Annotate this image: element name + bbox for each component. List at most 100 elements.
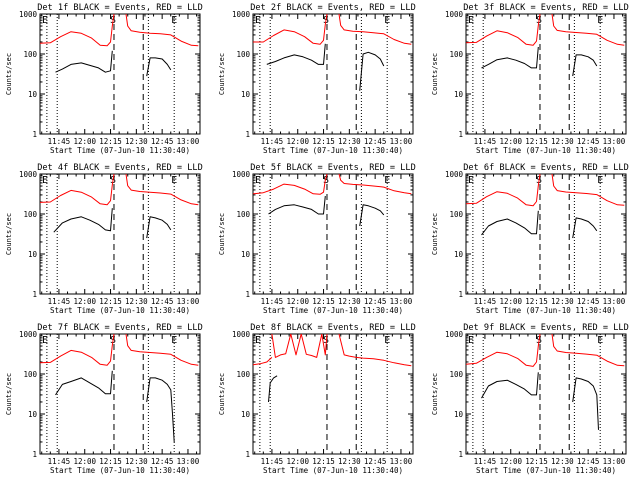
detector-panel-2: Det 2f BLACK = Events, RED = LLD Counts/s… <box>218 3 416 155</box>
lld-series-line <box>466 174 541 207</box>
marker-e-right: E <box>171 15 177 26</box>
y-axis-label: Counts/sec <box>5 213 13 255</box>
lld-series-line <box>551 334 625 367</box>
x-tick-label: 12:00 <box>73 457 96 466</box>
lld-series-line <box>466 334 541 367</box>
x-tick-label: 12:00 <box>73 297 96 306</box>
marker-e-right: E <box>171 175 177 186</box>
lld-series-line <box>125 14 199 47</box>
events-series-line <box>146 57 172 77</box>
events-series-line <box>481 372 539 399</box>
marker-e-right: E <box>384 175 390 186</box>
y-tick-label: 100 <box>236 210 250 219</box>
x-tick-label: 12:15 <box>525 297 548 306</box>
plot-frame <box>252 333 414 455</box>
y-tick-label: 100 <box>449 50 463 59</box>
marker-e-left: E <box>255 15 261 26</box>
x-tick-label: 12:15 <box>312 137 335 146</box>
plot-frame <box>465 333 627 455</box>
x-tick-label: 11:45 <box>261 137 284 146</box>
x-tick-label: 12:30 <box>338 137 361 146</box>
detector-panel-4: Det 4f BLACK = Events, RED = LLD Counts/s… <box>5 163 203 315</box>
detector-panel-3: Det 3f BLACK = Events, RED = LLD Counts/s… <box>431 3 629 155</box>
y-tick-label: 1 <box>32 290 37 299</box>
y-tick-label: 10 <box>28 250 38 259</box>
detector-panel-5: Det 5f BLACK = Events, RED = LLD Counts/s… <box>218 163 416 315</box>
lld-series-line <box>551 174 625 206</box>
events-series-line <box>146 216 172 239</box>
y-tick-label: 100 <box>23 370 37 379</box>
x-axis-label: Start Time (07-Jun-10 11:30:40) <box>263 146 403 155</box>
x-tick-label: 12:00 <box>286 297 309 306</box>
x-axis-label: Start Time (07-Jun-10 11:30:40) <box>50 466 190 475</box>
events-series-line <box>359 51 385 91</box>
y-axis-label: Counts/sec <box>218 373 226 415</box>
y-axis-label: Counts/sec <box>5 373 13 415</box>
y-axis-label: Counts/sec <box>218 213 226 255</box>
x-tick-label: 12:45 <box>364 297 387 306</box>
x-tick-label: 12:15 <box>525 137 548 146</box>
plot-frame <box>39 173 201 295</box>
events-series-line <box>481 46 539 69</box>
lld-series-line <box>253 14 328 45</box>
x-tick-label: 12:30 <box>551 137 574 146</box>
events-series-line <box>359 204 385 227</box>
lld-series-line <box>40 174 115 206</box>
x-tick-label: 11:45 <box>48 457 71 466</box>
events-series-line <box>268 375 278 403</box>
x-tick-label: 12:45 <box>364 457 387 466</box>
lld-series-line <box>338 14 412 45</box>
x-tick-label: 12:45 <box>151 137 174 146</box>
marker-e-right: E <box>597 175 603 186</box>
x-tick-label: 11:45 <box>48 137 71 146</box>
x-tick-label: 12:15 <box>99 137 122 146</box>
x-tick-label: 12:30 <box>125 457 148 466</box>
x-tick-label: 11:45 <box>261 457 284 466</box>
detector-panel-7: Det 7f BLACK = Events, RED = LLD Counts/s… <box>5 323 203 475</box>
plot-frame <box>465 13 627 135</box>
panel-title: Det 5f BLACK = Events, RED = LLD <box>250 163 416 173</box>
x-tick-label: 11:45 <box>474 137 497 146</box>
marker-e-left: E <box>468 175 474 186</box>
y-tick-label: 1 <box>458 450 463 459</box>
y-tick-label: 100 <box>236 50 250 59</box>
y-tick-label: 1000 <box>232 170 251 179</box>
y-tick-label: 1000 <box>232 330 251 339</box>
y-tick-label: 1 <box>458 290 463 299</box>
marker-e-right: E <box>384 15 390 26</box>
panel-title: Det 8f BLACK = Events, RED = LLD <box>250 323 416 333</box>
x-axis-label: Start Time (07-Jun-10 11:30:40) <box>50 306 190 315</box>
x-tick-label: 12:30 <box>551 297 574 306</box>
events-series-line <box>53 208 113 233</box>
marker-e-right: E <box>384 335 390 346</box>
plot-frame <box>39 13 201 135</box>
events-series-line <box>572 217 598 239</box>
y-tick-label: 100 <box>449 210 463 219</box>
y-tick-label: 1000 <box>232 10 251 19</box>
panel-title: Det 7f BLACK = Events, RED = LLD <box>37 323 203 333</box>
x-tick-label: 12:30 <box>338 457 361 466</box>
y-tick-label: 100 <box>449 370 463 379</box>
x-tick-label: 12:00 <box>73 137 96 146</box>
marker-e-right: E <box>597 335 603 346</box>
x-tick-label: 11:45 <box>474 457 497 466</box>
detector-panel-8: Det 8f BLACK = Events, RED = LLD Counts/s… <box>218 323 416 475</box>
x-axis-label: Start Time (07-Jun-10 11:30:40) <box>50 146 190 155</box>
y-tick-label: 100 <box>236 370 250 379</box>
x-tick-label: 12:00 <box>286 137 309 146</box>
y-tick-label: 1000 <box>19 330 38 339</box>
x-tick-label: 13:00 <box>390 457 413 466</box>
y-tick-label: 1000 <box>445 330 464 339</box>
y-tick-label: 1 <box>245 130 250 139</box>
y-axis-label: Counts/sec <box>218 53 226 95</box>
lld-series-line <box>338 334 412 367</box>
x-tick-label: 12:15 <box>99 457 122 466</box>
plot-frame <box>252 173 414 295</box>
y-tick-label: 1000 <box>19 170 38 179</box>
lld-series-line <box>125 174 199 206</box>
x-tick-label: 11:45 <box>474 297 497 306</box>
x-tick-label: 12:45 <box>151 457 174 466</box>
lld-series-line <box>466 14 541 46</box>
panel-title: Det 1f BLACK = Events, RED = LLD <box>37 3 203 13</box>
panel-title: Det 6f BLACK = Events, RED = LLD <box>463 163 629 173</box>
